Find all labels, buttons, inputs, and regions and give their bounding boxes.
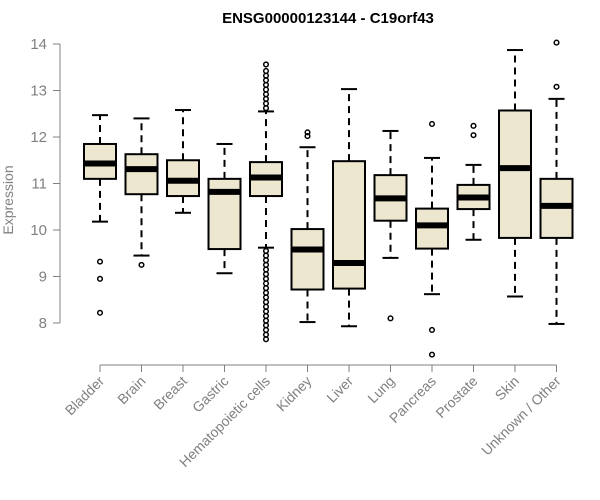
x-tick-label: Breast — [150, 373, 190, 413]
box-unknown-other — [539, 39, 574, 325]
iqr-box — [498, 109, 532, 239]
outlier-point — [304, 133, 311, 140]
outlier-point — [262, 61, 270, 68]
x-tick-label: Skin — [492, 373, 523, 404]
iqr-box — [124, 153, 159, 196]
outlier-point — [470, 132, 477, 139]
y-tick-label: 11 — [31, 176, 47, 193]
y-tick-label: 10 — [30, 222, 47, 239]
outlier-point — [428, 326, 436, 334]
x-tick-label: Lung — [364, 373, 397, 406]
box-prostate — [456, 122, 491, 241]
y-axis-label: Expression — [0, 165, 16, 234]
box-liver — [332, 88, 366, 328]
box-skin — [498, 49, 532, 298]
outlier-point — [96, 275, 104, 282]
x-tick-label: Prostate — [432, 373, 480, 421]
box-lung — [373, 129, 408, 322]
y-tick-label: 12 — [30, 129, 47, 146]
outlier-point — [428, 351, 436, 358]
outlier-point — [262, 67, 270, 75]
x-tick-label: Kidney — [273, 373, 315, 415]
y-tick-label: 9 — [39, 269, 47, 286]
outlier-point — [304, 129, 311, 136]
boxes-group — [83, 39, 574, 358]
chart-title: ENSG00000123144 - C19orf43 — [222, 10, 434, 27]
outlier-point — [262, 336, 270, 343]
y-tick-label: 14 — [30, 36, 47, 53]
outlier-point — [470, 122, 477, 129]
outlier-point — [96, 258, 104, 265]
box-brain — [124, 117, 159, 268]
outlier-point — [553, 39, 560, 46]
box-breast — [166, 109, 200, 214]
outlier-point — [428, 120, 436, 128]
box-kidney — [290, 129, 325, 324]
box-pancreas — [415, 120, 449, 358]
iqr-box — [332, 160, 366, 290]
outlier-point — [553, 83, 560, 90]
iqr-box — [290, 228, 325, 291]
y-tick-label: 8 — [39, 315, 47, 332]
x-tick-label: Brain — [114, 373, 148, 407]
x-tick-label: Unknown / Other — [478, 373, 564, 459]
outlier-point — [96, 309, 104, 316]
outlier-point — [138, 261, 145, 268]
y-tick-label: 13 — [30, 83, 47, 100]
y-axis: 8 9 10 11 12 13 14 — [30, 36, 61, 332]
x-tick-label: Liver — [323, 373, 356, 406]
iqr-box — [415, 207, 449, 250]
x-tick-label: Bladder — [62, 373, 108, 419]
outlier-point — [387, 315, 394, 322]
box-gastric — [207, 142, 242, 275]
box-bladder — [83, 114, 117, 316]
box-hematopoietic-cells — [249, 61, 283, 343]
